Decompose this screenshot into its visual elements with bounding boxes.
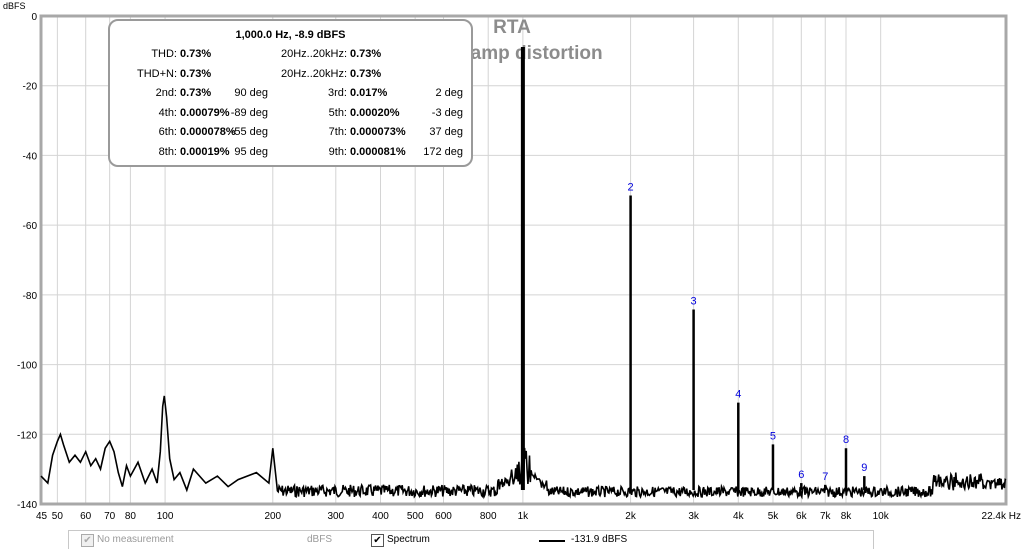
readout-value: 0.000078% xyxy=(180,126,236,138)
x-tick-label: 100 xyxy=(157,511,174,522)
readout-value: 0.73% xyxy=(180,67,212,80)
y-tick-label: -140 xyxy=(17,500,37,511)
readout-value: 0.73% xyxy=(180,87,212,99)
readout-label: 4th: xyxy=(158,106,177,119)
x-tick-label: 22.4k xyxy=(982,511,1007,522)
distortion-readout-panel[interactable]: 1,000.0 Hz, -8.9 dBFS THD: 0.73% 20Hz..20k… xyxy=(108,19,473,167)
spectrum-label: Spectrum xyxy=(387,534,430,545)
chart-title: RTA xyxy=(493,17,531,38)
readout-phase: 90 deg xyxy=(234,87,268,99)
x-tick-label: 45 xyxy=(36,511,48,522)
y-tick-label: -80 xyxy=(23,291,38,302)
harmonic-label: 6 xyxy=(798,469,804,481)
readout-value: 0.017% xyxy=(350,87,388,99)
x-tick-label: 2k xyxy=(625,511,637,522)
readout-value: 0.000073% xyxy=(350,126,406,138)
readout-phase: 172 deg xyxy=(423,145,463,158)
readout-label: 6th: xyxy=(158,126,177,138)
readout-value: 0.73% xyxy=(350,67,382,80)
y-tick-label: -60 xyxy=(23,221,38,232)
harmonic-label: 8 xyxy=(843,434,849,446)
no-measurement-label: No measurement xyxy=(97,534,174,545)
readout-label: 20Hz..20kHz: xyxy=(280,48,347,60)
x-tick-label: 500 xyxy=(407,511,424,522)
spectrum-value: -131.9 dBFS xyxy=(571,534,628,545)
readout-value: 0.73% xyxy=(350,48,382,60)
y-axis-unit: dBFS xyxy=(3,1,26,11)
x-tick-label: 800 xyxy=(480,511,497,522)
x-tick-label: 70 xyxy=(104,511,116,522)
x-tick-label: 60 xyxy=(80,511,92,522)
readout-phase: 95 deg xyxy=(234,145,268,158)
x-tick-label: 600 xyxy=(435,511,452,522)
harmonic-label: 3 xyxy=(691,295,697,307)
readout-label: THD+N: xyxy=(136,67,177,80)
spectrum-checkbox[interactable]: ✔ xyxy=(371,534,384,547)
spectrum-trace xyxy=(40,395,1007,500)
x-tick-label: 300 xyxy=(327,511,344,522)
x-tick-label: 400 xyxy=(372,511,389,522)
readout-label: THD: xyxy=(151,48,177,60)
readout-phase: 37 deg xyxy=(429,126,463,138)
no-measurement-checkbox[interactable]: ✔ xyxy=(81,534,94,547)
readout-value: 0.73% xyxy=(180,48,212,60)
x-tick-label: 200 xyxy=(264,511,281,522)
readout-phase: -55 deg xyxy=(230,126,268,138)
plot-frame xyxy=(39,14,1008,506)
y-tick-label: -100 xyxy=(17,361,37,372)
x-tick-label: 10k xyxy=(873,511,890,522)
readout-header: 1,000.0 Hz, -8.9 dBFS xyxy=(235,29,346,41)
harmonic-label: 7 xyxy=(822,471,828,483)
x-tick-label: 3k xyxy=(688,511,700,522)
x-tick-label: 7k xyxy=(820,511,832,522)
x-tick-label: 80 xyxy=(125,511,137,522)
spectrum-line-swatch xyxy=(539,540,565,542)
x-axis-unit: Hz xyxy=(1009,511,1021,522)
x-tick-label: 6k xyxy=(796,511,808,522)
x-tick-label: 4k xyxy=(733,511,745,522)
readout-label: 7th: xyxy=(328,126,347,138)
readout-label: 3rd: xyxy=(328,87,347,99)
harmonic-label: 4 xyxy=(735,389,741,401)
x-tick-label: 1k xyxy=(518,511,530,522)
readout-label: 2nd: xyxy=(155,87,177,99)
readout-label: 20Hz..20kHz: xyxy=(280,67,347,80)
readout-phase: 2 deg xyxy=(435,87,463,99)
readout-label: 5th: xyxy=(328,106,347,119)
y-tick-label: -20 xyxy=(23,82,38,93)
harmonic-label: 9 xyxy=(861,462,867,474)
readout-label: 8th: xyxy=(158,145,177,158)
readout-phase: -3 deg xyxy=(431,106,463,119)
x-tick-label: 5k xyxy=(768,511,780,522)
y-tick-label: -40 xyxy=(23,151,38,162)
legend-bar: ✔ No measurement dBFS ✔ Spectrum -131.9 … xyxy=(68,530,874,549)
harmonic-label: 2 xyxy=(628,182,634,194)
readout-value: 0.000081% xyxy=(350,145,406,158)
readout-value: 0.00079% xyxy=(180,106,230,119)
x-tick-label: 8k xyxy=(841,511,853,522)
readout-value: 0.00019% xyxy=(180,145,230,158)
y-tick-label: -120 xyxy=(17,430,37,441)
x-tick-label: 50 xyxy=(52,511,64,522)
readout-value: 0.00020% xyxy=(350,106,400,119)
no-measurement-unit: dBFS xyxy=(307,534,333,545)
readout-label: 9th: xyxy=(328,145,347,158)
y-tick-label: 0 xyxy=(31,12,37,23)
harmonic-label: 5 xyxy=(770,430,776,442)
readout-phase: -89 deg xyxy=(230,106,268,119)
